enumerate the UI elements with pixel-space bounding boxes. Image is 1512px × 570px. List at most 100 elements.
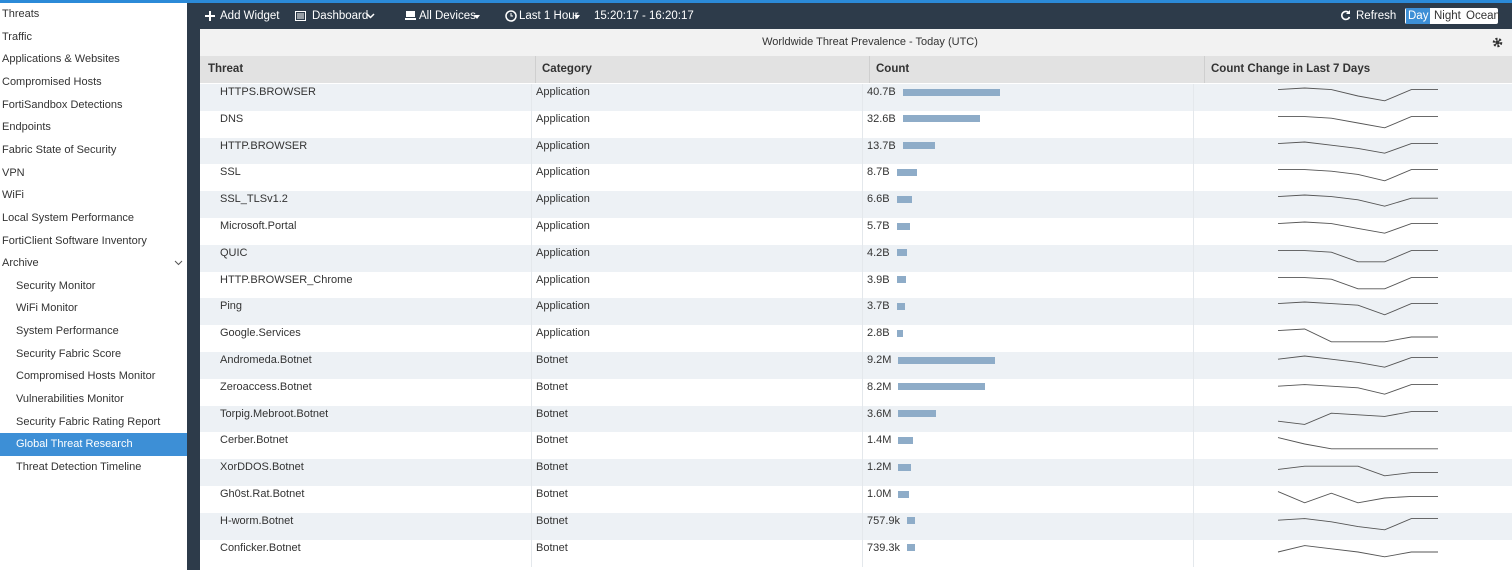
count-label: 1.2M (867, 461, 892, 474)
column-separator (862, 459, 863, 487)
threat-cell: Torpig.Mebroot.Botnet (220, 407, 329, 420)
table-row: Gh0st.Rat.Botnet Botnet 1.0M (200, 486, 1512, 513)
count-label: 2.8B (867, 327, 890, 340)
nav-item[interactable]: Vulnerabilities Monitor (16, 393, 124, 406)
theme-option[interactable]: Ocean (1466, 10, 1500, 22)
devices-menu[interactable]: All Devices (419, 10, 476, 22)
count-bar (902, 115, 981, 123)
column-separator (862, 512, 863, 540)
trend-line (1277, 141, 1438, 154)
count-bar (898, 490, 909, 498)
nav-item[interactable]: Compromised Hosts Monitor (16, 370, 156, 383)
table-row: Microsoft.Portal Application 5.7B (200, 218, 1512, 245)
category-cell: Application (536, 112, 590, 125)
table-row: HTTP.BROWSER Application 13.7B (200, 137, 1512, 165)
column-separator (862, 378, 863, 406)
count-cell: 1.4M (867, 432, 914, 449)
table-row: HTTP.BROWSER_Chrome Application 3.9B (200, 271, 1512, 299)
time-range[interactable]: Last 1 Hour (519, 10, 579, 22)
column-separator (1193, 191, 1194, 219)
chevron (174, 260, 183, 266)
plus-icon (205, 11, 215, 21)
table-row: H-worm.Botnet Botnet 757.9k (200, 512, 1512, 540)
category-cell: Application (536, 327, 590, 340)
clock-icon (505, 10, 517, 22)
sparkline (1277, 491, 1438, 504)
theme-option[interactable]: Night (1434, 10, 1461, 22)
column-header[interactable]: Category (542, 63, 592, 75)
column-separator (531, 486, 532, 513)
settings-icon[interactable] (1492, 37, 1503, 48)
nav-item[interactable]: FortiClient Software Inventory (2, 234, 147, 247)
table-row: QUIC Application 4.2B (200, 244, 1512, 272)
column-separator (862, 244, 863, 272)
column-separator (531, 191, 532, 219)
column-separator (531, 137, 532, 165)
nav-item[interactable]: Compromised Hosts (2, 75, 102, 88)
count-bar (902, 142, 936, 150)
toolbar: Add Widget Dashboard All Devices Last 1 … (200, 3, 1512, 29)
refresh-button[interactable]: Refresh (1356, 10, 1397, 22)
column-separator (531, 378, 532, 406)
category-cell: Botnet (536, 434, 568, 447)
nav-item[interactable]: Fabric State of Security (2, 143, 117, 156)
device-icon (405, 11, 416, 20)
column-separator (531, 218, 532, 245)
sparkline (1278, 249, 1438, 263)
count-label: 1.4M (867, 434, 892, 447)
nav-item[interactable]: Threats (2, 8, 40, 20)
column-separator (1193, 325, 1194, 353)
nav-item[interactable]: Security Monitor (16, 279, 96, 292)
count-cell: 1.0M (867, 486, 909, 503)
theme-option[interactable]: Day (1406, 8, 1431, 24)
table-row: DNS Application 32.6B (200, 110, 1512, 138)
count-cell: 9.2M (867, 352, 996, 369)
widget-title: Worldwide Threat Prevalence - Today (UTC… (762, 36, 978, 48)
nav-item[interactable]: Global Threat Research (16, 438, 133, 451)
column-header[interactable]: Count Change in Last 7 Days (1211, 63, 1371, 75)
nav-item[interactable]: Security Fabric Rating Report (16, 415, 161, 428)
nav-item[interactable]: System Performance (16, 325, 119, 338)
nav-item[interactable]: Local System Performance (2, 211, 135, 224)
threat-cell: Gh0st.Rat.Botnet (220, 488, 305, 500)
column-header[interactable]: Count (876, 63, 910, 75)
count-bar (907, 544, 915, 552)
sparkline (1277, 544, 1438, 557)
count-bar (896, 249, 907, 257)
category-cell: Application (536, 193, 590, 206)
trend-line (1277, 328, 1438, 343)
sparkline (1277, 328, 1438, 343)
category-cell: Application (536, 220, 590, 232)
count-cell: 5.7B (867, 218, 911, 235)
nav-group[interactable]: Archive (2, 257, 39, 270)
count-bar (896, 195, 913, 203)
threat-cell: Google.Services (220, 327, 301, 340)
nav-item[interactable]: Endpoints (2, 121, 51, 134)
nav-item[interactable]: Applications & Websites (2, 53, 120, 66)
column-separator (1193, 378, 1194, 406)
threat-cell: Cerber.Botnet (220, 434, 288, 447)
nav-item[interactable]: Traffic (2, 30, 32, 43)
add-widget[interactable]: Add Widget (220, 10, 280, 22)
column-header[interactable]: Threat (208, 63, 244, 75)
sparkline (1277, 221, 1438, 234)
table-row: Torpig.Mebroot.Botnet Botnet 3.6M (200, 405, 1512, 433)
sparkline (1277, 194, 1438, 207)
table-header: Threat Category Count Count Change in Last … (200, 56, 1512, 83)
column-separator (535, 56, 536, 83)
nav-item[interactable]: VPN (2, 166, 25, 179)
nav-item[interactable]: Threat Detection Timeline (16, 461, 142, 473)
nav-item[interactable]: Security Fabric Score (16, 347, 122, 360)
column-separator (531, 110, 532, 138)
column-separator (1193, 271, 1194, 299)
count-bar (896, 329, 904, 337)
threat-cell: HTTPS.BROWSER (220, 86, 316, 98)
chevron-path (174, 260, 183, 266)
nav-item[interactable]: WiFi (2, 189, 24, 202)
nav-item[interactable]: WiFi Monitor (16, 302, 78, 315)
nav-item[interactable]: FortiSandbox Detections (2, 98, 123, 111)
column-separator (862, 432, 863, 460)
column-separator (862, 218, 863, 245)
dashboard-menu[interactable]: Dashboard (312, 10, 369, 22)
table-row: XorDDOS.Botnet Botnet 1.2M (200, 459, 1512, 487)
